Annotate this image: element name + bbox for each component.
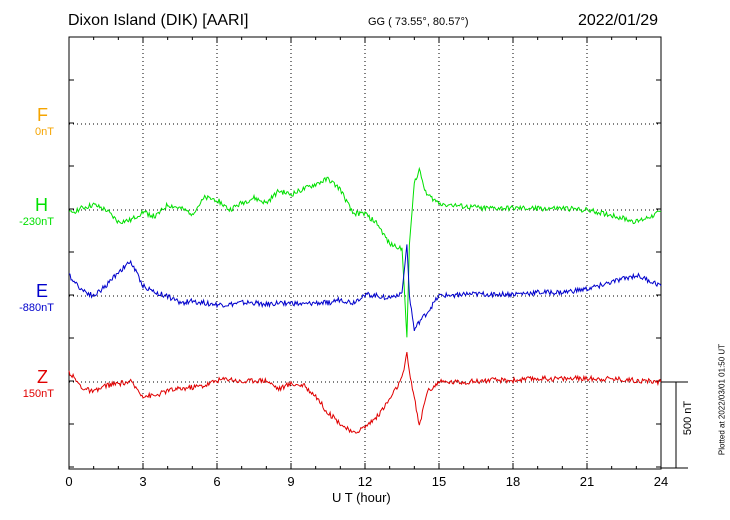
H-baseline: -230nT (19, 216, 54, 228)
component-label-H: H -230nT (0, 195, 60, 229)
component-label-F: F 0nT (0, 105, 60, 139)
Z-letter: Z (37, 367, 48, 387)
x-tick-21: 21 (579, 474, 595, 489)
series-line-E (68, 244, 662, 332)
x-tick-0: 0 (65, 474, 73, 489)
F-letter: F (37, 105, 48, 125)
plotted-timestamp: Plotted at 2022/03/01 01:50 UT (717, 343, 727, 456)
geographic-coordinates: GG ( 73.55°, 80.57°) (368, 16, 469, 28)
plot-date: 2022/01/29 (578, 12, 659, 29)
x-tick-18: 18 (505, 474, 521, 489)
x-tick-24: 24 (653, 474, 669, 489)
station-title: Dixon Island (DIK) [AARI] (68, 12, 249, 29)
series-line-H (69, 166, 662, 338)
E-letter: E (35, 281, 48, 301)
E-baseline: -880nT (19, 302, 54, 314)
component-label-Z: Z 150nT (0, 367, 60, 401)
x-tick-12: 12 (357, 474, 373, 489)
x-axis-label: U T (hour) (332, 490, 391, 505)
H-letter: H (35, 195, 48, 215)
scale-bar-label: 500 nT (682, 400, 694, 436)
x-tick-6: 6 (213, 474, 221, 489)
component-label-E: E -880nT (0, 281, 60, 315)
x-tick-9: 9 (287, 474, 295, 489)
Z-baseline: 150nT (22, 388, 54, 400)
series-line-Z (68, 352, 662, 434)
F-baseline: 0nT (35, 126, 54, 138)
x-tick-3: 3 (139, 474, 147, 489)
x-tick-15: 15 (431, 474, 447, 489)
